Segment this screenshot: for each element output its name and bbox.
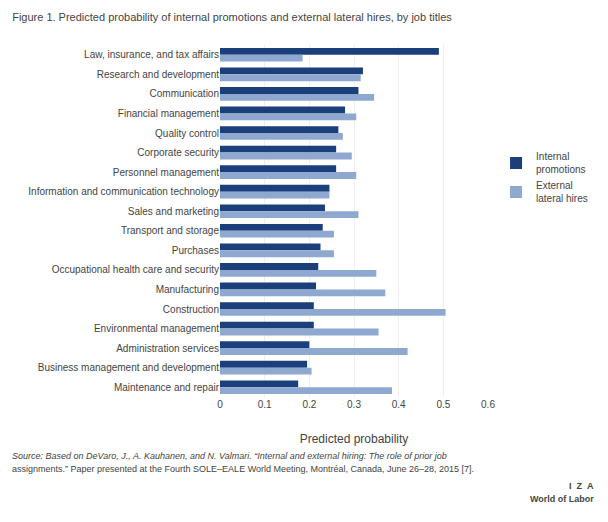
svg-text:0.5: 0.5 [436, 399, 450, 410]
svg-text:I Z A: I Z A [569, 481, 594, 491]
svg-text:Figure 1. Predicted probabilit: Figure 1. Predicted probability of inter… [12, 11, 452, 23]
svg-text:Construction: Construction [163, 304, 219, 315]
svg-text:Information and communication: Information and communication technology [28, 186, 219, 197]
svg-text:Sales and marketing: Sales and marketing [128, 206, 219, 217]
svg-text:Manufacturing: Manufacturing [156, 284, 219, 295]
svg-text:Predicted probability: Predicted probability [300, 432, 409, 446]
svg-text:Quality control: Quality control [155, 128, 219, 139]
svg-text:Personnel management: Personnel management [113, 167, 219, 178]
svg-text:Research and development: Research and development [97, 69, 220, 80]
svg-text:Business management and develo: Business management and development [38, 362, 219, 373]
svg-text:0.4: 0.4 [392, 399, 406, 410]
svg-text:Environmental management: Environmental management [94, 323, 219, 334]
svg-text:assignments.” Paper presented: assignments.” Paper presented at the Fou… [12, 464, 474, 474]
svg-text:Occupational health care and s: Occupational health care and security [52, 264, 219, 275]
svg-text:World of Labor: World of Labor [530, 494, 594, 504]
svg-text:Externallateral hires: Externallateral hires [536, 180, 588, 204]
svg-text:0.3: 0.3 [347, 399, 361, 410]
svg-text:Source: Based on DeVaro, J., A: Source: Based on DeVaro, J., A. Kauhanen… [12, 451, 447, 461]
svg-text:Corporate security: Corporate security [137, 147, 219, 158]
svg-text:Law, insurance, and tax affair: Law, insurance, and tax affairs [84, 49, 219, 60]
svg-text:0.1: 0.1 [258, 399, 272, 410]
svg-text:Transport and storage: Transport and storage [121, 225, 219, 236]
svg-text:0.6: 0.6 [481, 399, 495, 410]
svg-text:Financial management: Financial management [118, 108, 219, 119]
svg-text:0: 0 [217, 399, 223, 410]
svg-text:Maintenance and repair: Maintenance and repair [114, 382, 220, 393]
svg-text:Internalpromotions: Internalpromotions [536, 151, 585, 175]
svg-text:Purchases: Purchases [172, 245, 219, 256]
svg-text:Administration services: Administration services [116, 343, 219, 354]
svg-text:Communication: Communication [150, 88, 219, 99]
svg-text:0.2: 0.2 [302, 399, 316, 410]
